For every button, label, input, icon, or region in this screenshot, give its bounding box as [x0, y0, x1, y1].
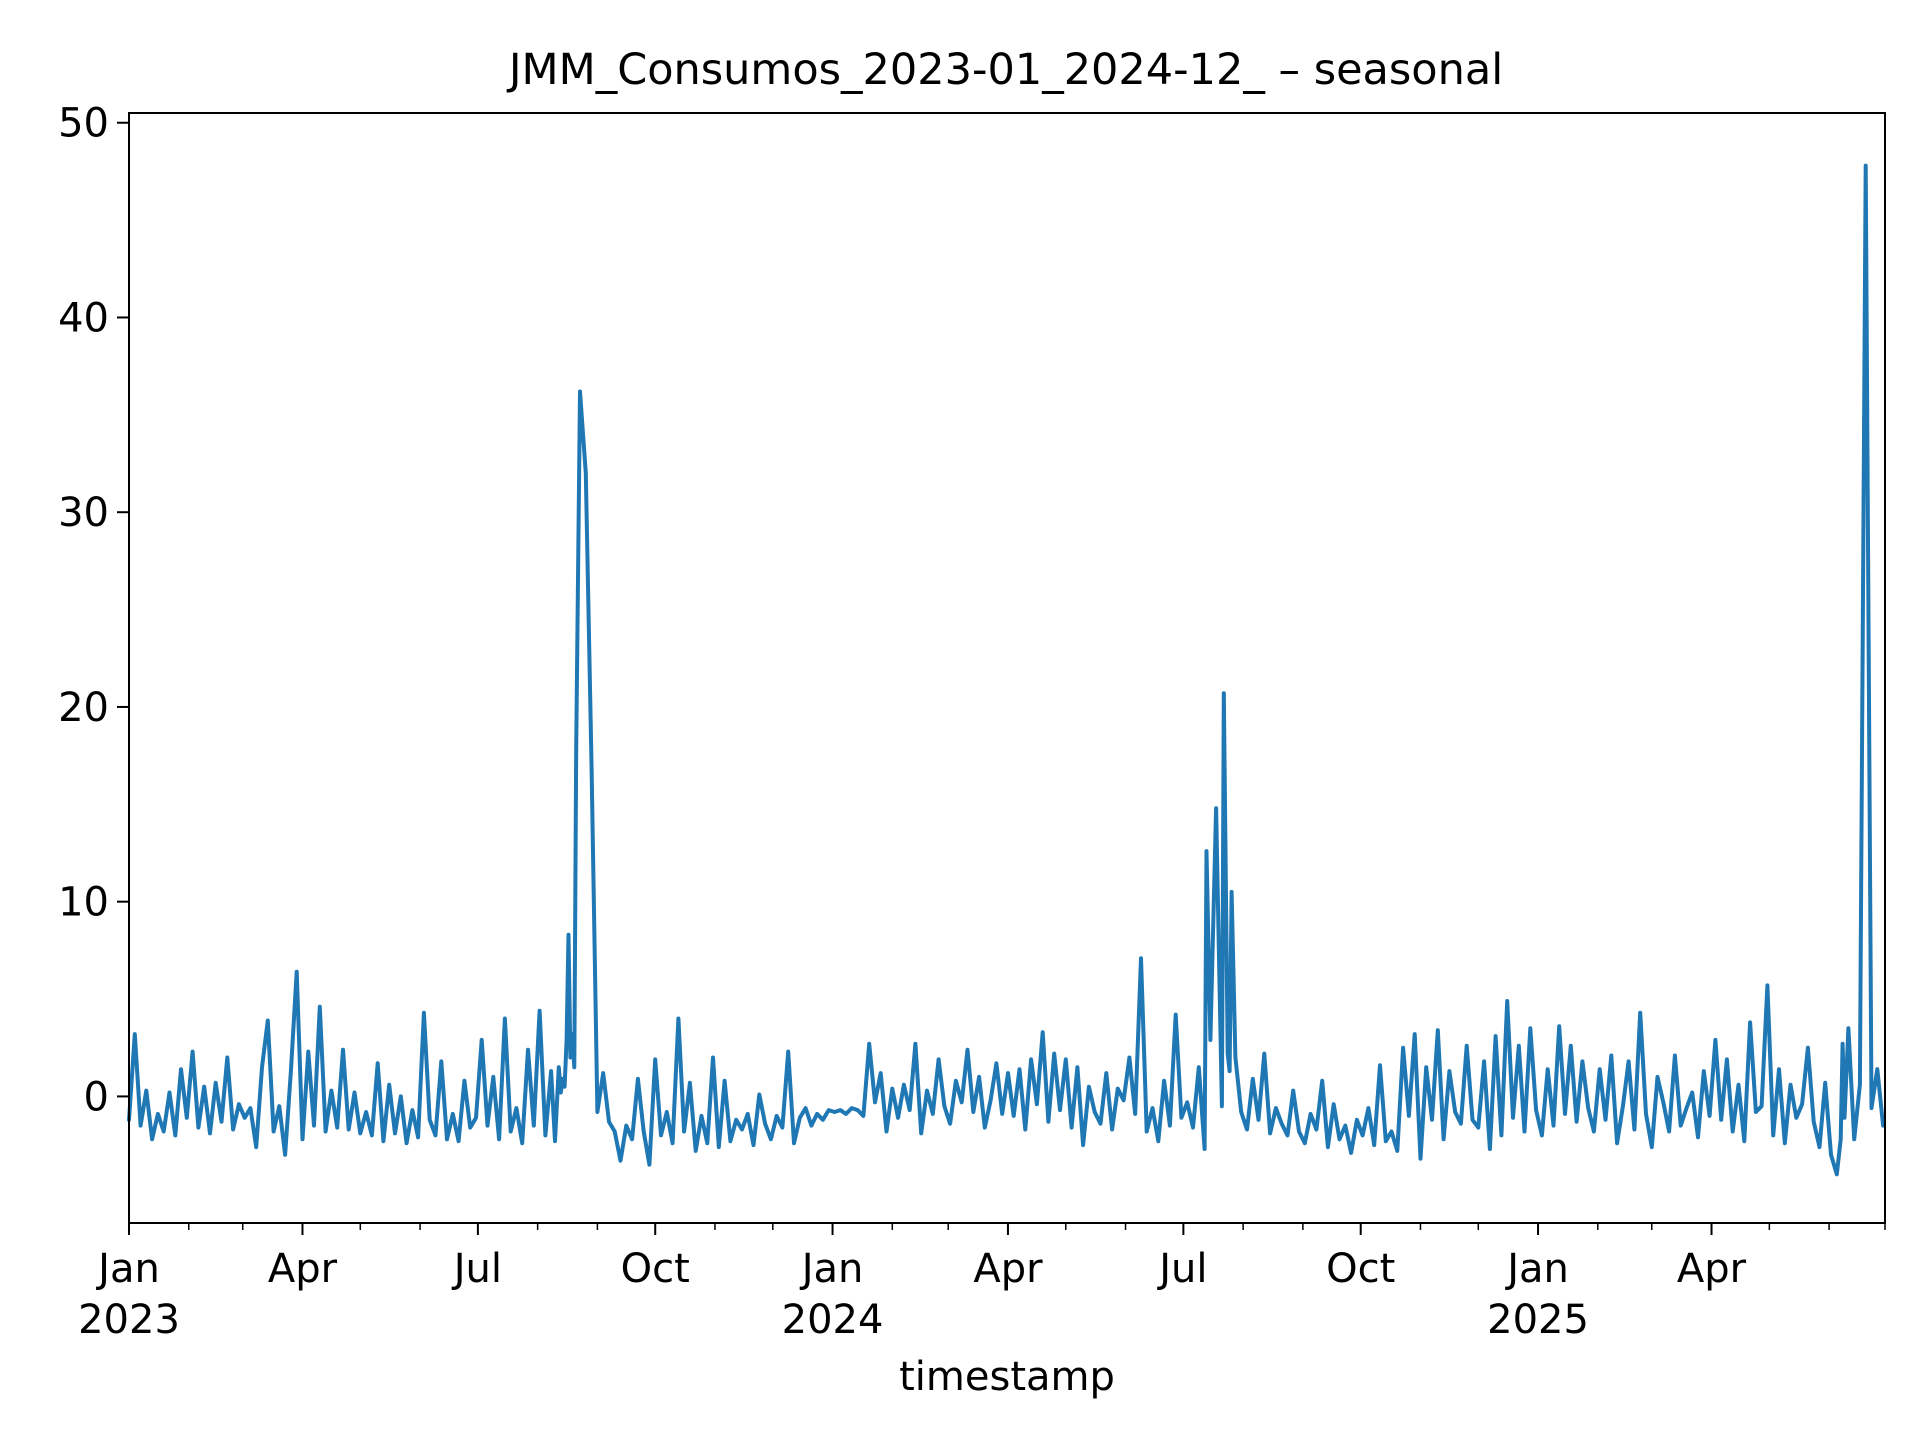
chart-title: JMM_Consumos_2023-01_2024-12_ – seasonal — [506, 45, 1503, 95]
x-tick-year-label: 2024 — [782, 1297, 884, 1343]
x-tick-year-label: 2023 — [78, 1297, 180, 1343]
x-axis-label: timestamp — [899, 1354, 1115, 1400]
y-tick-label: 50 — [58, 101, 109, 147]
x-tick-label: Apr — [973, 1246, 1043, 1292]
x-tick-label: Jan — [95, 1246, 160, 1292]
x-tick-label: Jan — [1504, 1246, 1569, 1292]
x-tick-label: Oct — [621, 1246, 690, 1292]
x-tick-label: Oct — [1326, 1246, 1395, 1292]
x-tick-label: Jan — [799, 1246, 864, 1292]
series-line — [127, 163, 1886, 1177]
y-tick-label: 20 — [58, 685, 109, 731]
x-tick-label: Jul — [1156, 1246, 1207, 1292]
x-axis: Jan 2023 Apr Jul Oct Jan 2024 Apr Jul Oct Jan 2025 A… — [78, 1223, 1886, 1343]
y-axis: 0 10 20 30 40 50 — [58, 101, 129, 1120]
x-tick-label: Apr — [1677, 1246, 1747, 1292]
y-tick-label: 10 — [58, 880, 109, 926]
y-tick-label: 40 — [58, 295, 109, 341]
x-tick-label: Jul — [451, 1246, 502, 1292]
x-tick-year-label: 2025 — [1487, 1297, 1589, 1343]
x-tick-label: Apr — [268, 1246, 338, 1292]
y-tick-label: 0 — [84, 1074, 109, 1120]
y-tick-label: 30 — [58, 490, 109, 536]
